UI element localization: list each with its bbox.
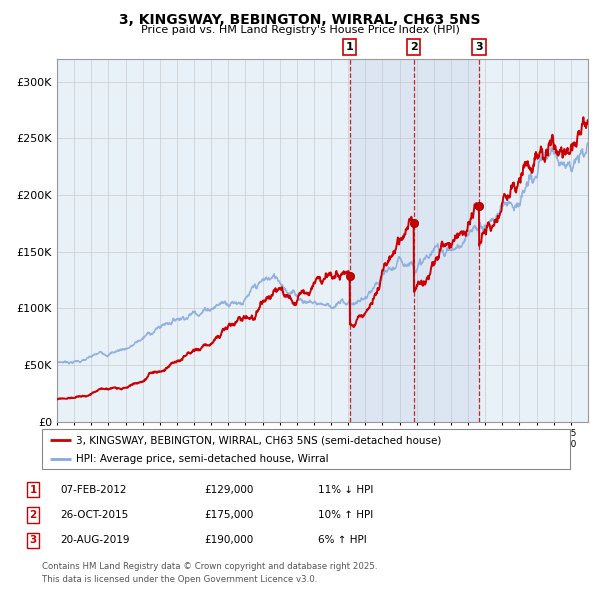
Text: £175,000: £175,000 [204, 510, 253, 520]
Text: 1: 1 [346, 42, 354, 52]
Text: 3: 3 [475, 42, 483, 52]
Text: 26-OCT-2015: 26-OCT-2015 [60, 510, 128, 520]
Text: 3, KINGSWAY, BEBINGTON, WIRRAL, CH63 5NS: 3, KINGSWAY, BEBINGTON, WIRRAL, CH63 5NS [119, 13, 481, 27]
Text: £129,000: £129,000 [204, 485, 253, 494]
Text: Contains HM Land Registry data © Crown copyright and database right 2025.
This d: Contains HM Land Registry data © Crown c… [42, 562, 377, 584]
Text: Price paid vs. HM Land Registry's House Price Index (HPI): Price paid vs. HM Land Registry's House … [140, 25, 460, 35]
Text: 2: 2 [29, 510, 37, 520]
Text: 3, KINGSWAY, BEBINGTON, WIRRAL, CH63 5NS (semi-detached house): 3, KINGSWAY, BEBINGTON, WIRRAL, CH63 5NS… [76, 435, 442, 445]
Text: 10% ↑ HPI: 10% ↑ HPI [318, 510, 373, 520]
Text: 3: 3 [29, 536, 37, 545]
Text: 2: 2 [410, 42, 418, 52]
Text: 11% ↓ HPI: 11% ↓ HPI [318, 485, 373, 494]
Text: 07-FEB-2012: 07-FEB-2012 [60, 485, 127, 494]
Bar [350, 59, 479, 422]
Text: 1: 1 [29, 485, 37, 494]
Text: 6% ↑ HPI: 6% ↑ HPI [318, 536, 367, 545]
FancyBboxPatch shape [42, 429, 570, 469]
Text: £190,000: £190,000 [204, 536, 253, 545]
Text: 20-AUG-2019: 20-AUG-2019 [60, 536, 130, 545]
Text: HPI: Average price, semi-detached house, Wirral: HPI: Average price, semi-detached house,… [76, 454, 329, 464]
